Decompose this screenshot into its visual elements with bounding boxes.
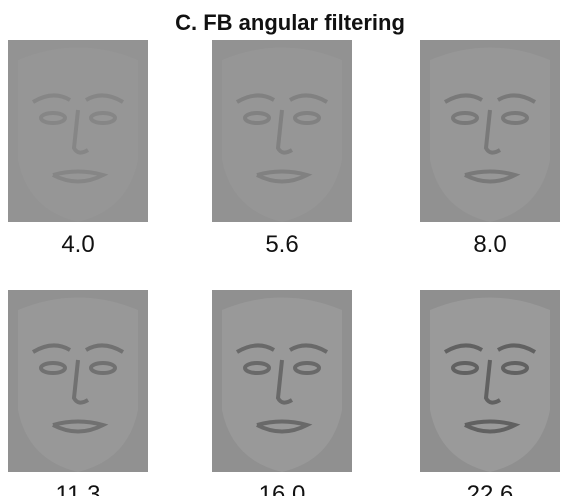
panel-label: 22.6 xyxy=(467,481,514,496)
panel-label: 11.3 xyxy=(56,481,101,496)
contrast-overlay xyxy=(8,40,148,222)
face-image xyxy=(420,40,560,222)
face-image xyxy=(420,290,560,472)
contrast-overlay xyxy=(212,40,352,222)
face-image xyxy=(8,290,148,472)
face-image xyxy=(212,290,352,472)
panel-label: 5.6 xyxy=(265,231,298,258)
panels: 4.0 5.6 8.0 11.3 16.0 22.6 xyxy=(8,40,560,496)
figure: C. FB angular filtering 4.0 5.6 8.0 11.3 16.… xyxy=(0,0,569,496)
contrast-overlay xyxy=(212,290,352,472)
face-image xyxy=(8,40,148,222)
contrast-overlay xyxy=(420,40,560,222)
panel-label: 4.0 xyxy=(61,231,94,258)
face-image xyxy=(212,40,352,222)
contrast-overlay xyxy=(420,290,560,472)
figure-title: C. FB angular filtering xyxy=(175,10,405,35)
panel-label: 8.0 xyxy=(473,231,506,258)
panel-label: 16.0 xyxy=(259,481,306,496)
contrast-overlay xyxy=(8,290,148,472)
